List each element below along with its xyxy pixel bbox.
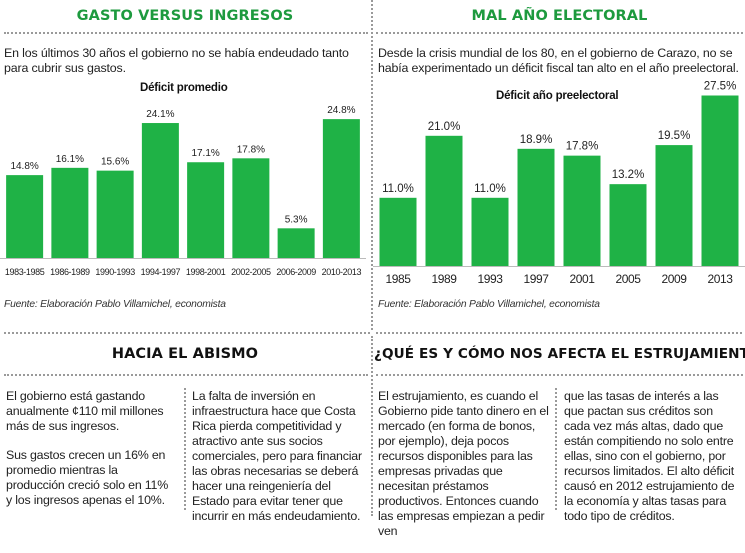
heading-rule xyxy=(376,374,743,376)
panel-heading: GASTO VERSUS INGRESOS xyxy=(76,8,294,24)
intro-text: En los últimos 30 años el gobierno no se… xyxy=(4,46,349,75)
data-label: 5.3% xyxy=(285,214,308,225)
panel-gasto-versus-ingresos: GASTO VERSUS INGRESOS En los últimos 30 … xyxy=(0,0,370,330)
category-label: 2010-2013 xyxy=(322,267,362,277)
heading-rule xyxy=(4,374,368,376)
category-label: 1989 xyxy=(431,272,457,286)
vertical-divider xyxy=(371,0,373,330)
bar xyxy=(425,135,463,266)
text-column-2: La falta de inversión en infraestructura… xyxy=(192,389,364,538)
bar xyxy=(96,170,134,258)
heading-rule xyxy=(4,32,368,34)
data-label: 11.0% xyxy=(382,183,414,195)
paragraph: que las tasas de interés a las que pacta… xyxy=(564,389,735,523)
section-divider xyxy=(376,332,742,334)
bar xyxy=(471,197,509,266)
paragraph: La falta de inversión en infraestructura… xyxy=(192,389,362,523)
bar xyxy=(609,184,647,266)
bar xyxy=(187,162,225,258)
bar xyxy=(6,175,44,258)
bar xyxy=(141,123,179,258)
category-label: 2002-2005 xyxy=(231,267,271,277)
bar xyxy=(563,155,601,266)
data-label: 18.9% xyxy=(520,134,553,146)
panel-heading: HACIA EL ABISMO xyxy=(111,346,259,362)
paragraph: El gobierno está gastando anualmente ¢11… xyxy=(6,389,164,433)
category-label: 2009 xyxy=(661,272,687,286)
vertical-divider xyxy=(371,336,373,516)
paragraph: El estrujamiento, es cuando el Gobierno … xyxy=(378,389,549,538)
panel-hacia-el-abismo: HACIA EL ABISMO El gobierno está gastand… xyxy=(0,336,370,523)
category-label: 1993 xyxy=(477,272,503,286)
panel-heading: MAL AÑO ELECTORAL xyxy=(471,8,648,24)
bar xyxy=(379,197,417,266)
category-label: 1990-1993 xyxy=(95,267,135,277)
column-divider xyxy=(184,388,186,510)
data-label: 19.5% xyxy=(658,130,691,142)
bar xyxy=(277,228,315,258)
chart-title: Déficit promedio xyxy=(140,82,228,94)
source-note: Fuente: Elaboración Pablo Villamichel, e… xyxy=(4,299,226,310)
bar xyxy=(517,148,555,266)
source-note: Fuente: Elaboración Pablo Villamichel, e… xyxy=(378,299,600,310)
bar xyxy=(51,167,89,258)
text-column-2: que las tasas de interés a las que pacta… xyxy=(564,389,740,538)
category-label: 1985 xyxy=(385,272,411,286)
category-label: 1994-1997 xyxy=(141,267,181,277)
bar xyxy=(232,158,270,258)
data-label: 14.8% xyxy=(10,161,38,172)
category-label: 1986-1989 xyxy=(50,267,90,277)
text-column-1: El estrujamiento, es cuando el Gobierno … xyxy=(378,389,550,553)
category-label: 2001 xyxy=(569,272,595,286)
category-label: 2013 xyxy=(707,272,733,286)
paragraph: Sus gastos crecen un 16% en promedio mie… xyxy=(6,448,169,507)
section-divider xyxy=(4,332,370,334)
panel-heading: ¿QUÉ ES Y CÓMO NOS AFECTA EL ESTRUJAMIEN… xyxy=(374,346,745,362)
data-label: 27.5% xyxy=(704,81,737,93)
data-label: 16.1% xyxy=(56,154,84,165)
category-label: 2006-2009 xyxy=(276,267,316,277)
data-label: 24.1% xyxy=(146,109,174,120)
column-divider xyxy=(555,388,557,510)
heading-rule xyxy=(376,32,743,34)
deficit-preelectoral-chart: 11.0% 1985 21.0% 1989 11.0% 1993 18.9% 1997 17.8… xyxy=(373,81,745,286)
data-label: 17.8% xyxy=(237,144,265,155)
data-label: 13.2% xyxy=(612,169,645,181)
bar xyxy=(655,145,693,266)
category-label: 2005 xyxy=(615,272,641,286)
deficit-promedio-chart: 14.8% 1983-1985 16.1% 1986-1989 15.6% 1990-19… xyxy=(0,105,366,277)
category-label: 1998-2001 xyxy=(186,267,226,277)
category-label: 1983-1985 xyxy=(5,267,45,277)
bar xyxy=(701,95,739,266)
data-label: 17.1% xyxy=(191,148,219,159)
text-column-1: El gobierno está gastando anualmente ¢11… xyxy=(6,389,176,522)
data-label: 15.6% xyxy=(101,157,129,168)
data-label: 11.0% xyxy=(474,183,506,195)
panel-mal-ano-electoral: MAL AÑO ELECTORAL Desde la crisis mundia… xyxy=(373,0,745,330)
category-label: 1997 xyxy=(523,272,549,286)
panel-estrujamiento: ¿QUÉ ES Y CÓMO NOS AFECTA EL ESTRUJAMIEN… xyxy=(374,336,745,538)
data-label: 21.0% xyxy=(428,121,461,133)
intro-text: Desde la crisis mundial de los 80, en el… xyxy=(378,46,739,75)
data-label: 17.8% xyxy=(566,141,599,153)
chart-title: Déficit año preelectoral xyxy=(496,90,619,102)
data-label: 24.8% xyxy=(327,105,355,116)
bar xyxy=(322,119,360,259)
